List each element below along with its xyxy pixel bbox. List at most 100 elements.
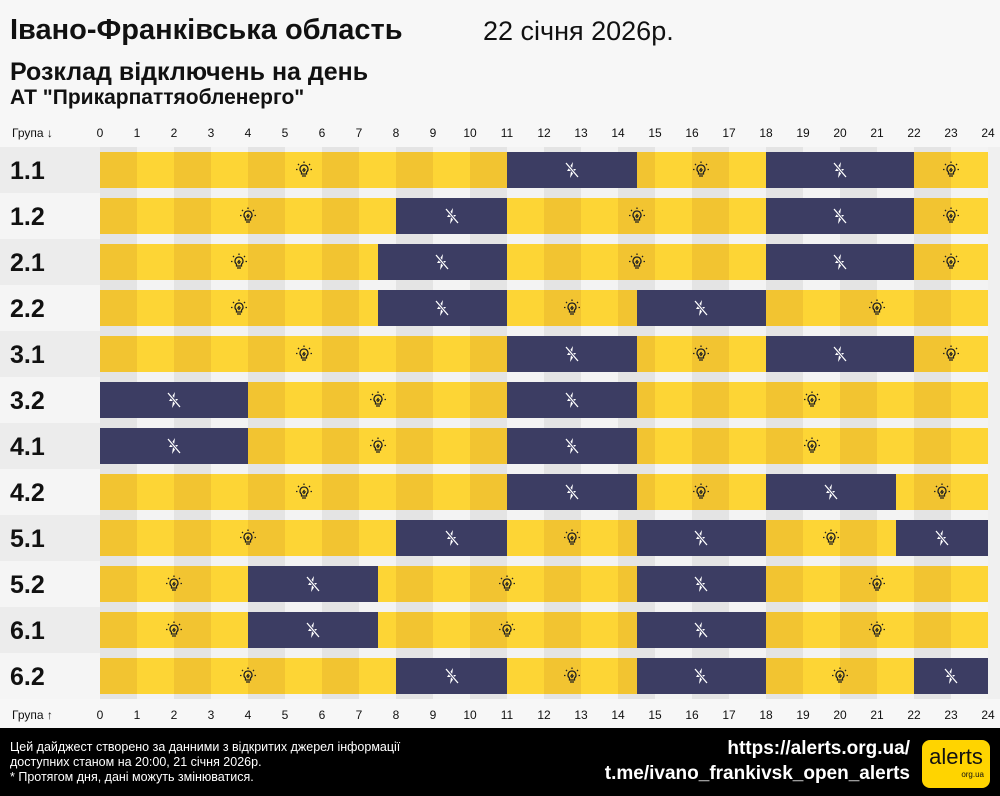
power-on-bar: [729, 382, 766, 418]
hour-tick: 16: [685, 126, 699, 140]
power-off-icon: [691, 298, 711, 318]
power-on-bar: [470, 152, 507, 188]
power-on-bar: [322, 152, 359, 188]
power-on-bar: [840, 566, 877, 602]
power-on-bar: [285, 428, 322, 464]
power-on-bar: [137, 290, 174, 326]
power-on-bar: [729, 428, 766, 464]
power-on-bar: [248, 152, 285, 188]
power-off-icon: [691, 574, 711, 594]
power-off-icon: [691, 528, 711, 548]
power-on-bar: [285, 198, 322, 234]
power-on-bar: [359, 658, 396, 694]
hour-tick: 12: [537, 708, 551, 722]
lightbulb-icon: [294, 482, 314, 502]
power-on-bar: [951, 290, 988, 326]
power-on-bar: [877, 658, 914, 694]
power-off-icon: [442, 666, 462, 686]
power-on-bar: [322, 244, 359, 280]
power-on-bar: [951, 612, 988, 648]
telegram-link[interactable]: t.me/ivano_frankivsk_open_alerts: [604, 763, 910, 784]
power-on-bar: [581, 612, 618, 648]
hour-tick: 19: [796, 708, 810, 722]
hour-tick: 8: [392, 708, 400, 722]
power-on-bar: [248, 336, 285, 372]
power-on-bar: [396, 382, 433, 418]
power-off-icon: [562, 390, 582, 410]
hour-tick: 11: [500, 708, 514, 722]
power-off-icon: [442, 206, 462, 226]
hour-tick: 7: [355, 126, 363, 140]
power-on-bar: [840, 612, 877, 648]
power-on-bar: [581, 520, 618, 556]
power-on-bar: [840, 382, 877, 418]
power-on-bar: [248, 382, 285, 418]
power-on-bar: [174, 290, 211, 326]
subtitle: Розклад відключень на день: [10, 58, 369, 86]
group-label: 2.2: [0, 285, 100, 331]
lightbulb-icon: [294, 160, 314, 180]
power-on-bar: [396, 428, 433, 464]
power-on-bar: [359, 244, 378, 280]
power-on-bar: [655, 244, 692, 280]
hour-tick: 23: [944, 708, 958, 722]
group-label: 6.1: [0, 607, 100, 653]
power-off-icon: [303, 620, 323, 640]
power-on-bar: [877, 428, 914, 464]
hour-tick: 21: [870, 708, 884, 722]
power-off-icon: [432, 252, 452, 272]
power-on-bar: [636, 474, 655, 510]
hour-tick: 5: [281, 708, 289, 722]
power-on-bar: [618, 612, 637, 648]
power-on-bar: [248, 244, 285, 280]
power-on-bar: [359, 152, 396, 188]
power-on-bar: [174, 198, 211, 234]
power-on-bar: [174, 336, 211, 372]
website-link[interactable]: https://alerts.org.ua/: [727, 738, 910, 759]
power-on-bar: [211, 152, 248, 188]
power-off-icon: [830, 252, 850, 272]
footer-note: * Протягом дня, дані можуть змінюватися.: [10, 770, 254, 784]
power-on-bar: [914, 198, 951, 234]
lightbulb-icon: [229, 252, 249, 272]
lightbulb-icon: [238, 666, 258, 686]
lightbulb-icon: [941, 252, 961, 272]
power-on-bar: [914, 382, 951, 418]
hour-tick: 21: [870, 126, 884, 140]
power-on-bar: [433, 612, 470, 648]
power-on-bar: [951, 198, 988, 234]
power-on-bar: [470, 336, 507, 372]
power-off-icon: [941, 666, 961, 686]
power-on-bar: [803, 428, 840, 464]
lightbulb-icon: [691, 160, 711, 180]
power-on-bar: [581, 244, 618, 280]
power-on-bar: [137, 566, 174, 602]
power-on-bar: [137, 198, 174, 234]
power-on-bar: [470, 612, 507, 648]
power-on-bar: [951, 428, 988, 464]
hour-tick: 13: [574, 126, 588, 140]
lightbulb-icon: [229, 298, 249, 318]
power-on-bar: [211, 198, 248, 234]
power-on-bar: [377, 566, 396, 602]
alerts-logo: alerts org.ua: [922, 740, 990, 788]
hour-tick: 23: [944, 126, 958, 140]
power-on-bar: [618, 290, 637, 326]
page-title: Івано-Франківська область: [10, 14, 403, 46]
power-on-bar: [322, 290, 359, 326]
power-on-bar: [396, 566, 433, 602]
hour-tick: 1: [133, 126, 141, 140]
hour-tick: 4: [244, 708, 252, 722]
power-on-bar: [914, 336, 951, 372]
power-on-bar: [636, 428, 655, 464]
power-on-bar: [396, 336, 433, 372]
hour-tick: 14: [611, 126, 625, 140]
lightbulb-icon: [164, 574, 184, 594]
lightbulb-icon: [821, 528, 841, 548]
power-off-icon: [303, 574, 323, 594]
lightbulb-icon: [941, 344, 961, 364]
power-on-bar: [951, 474, 988, 510]
power-on-bar: [766, 428, 803, 464]
power-on-bar: [248, 474, 285, 510]
group-label: 2.1: [0, 239, 100, 285]
